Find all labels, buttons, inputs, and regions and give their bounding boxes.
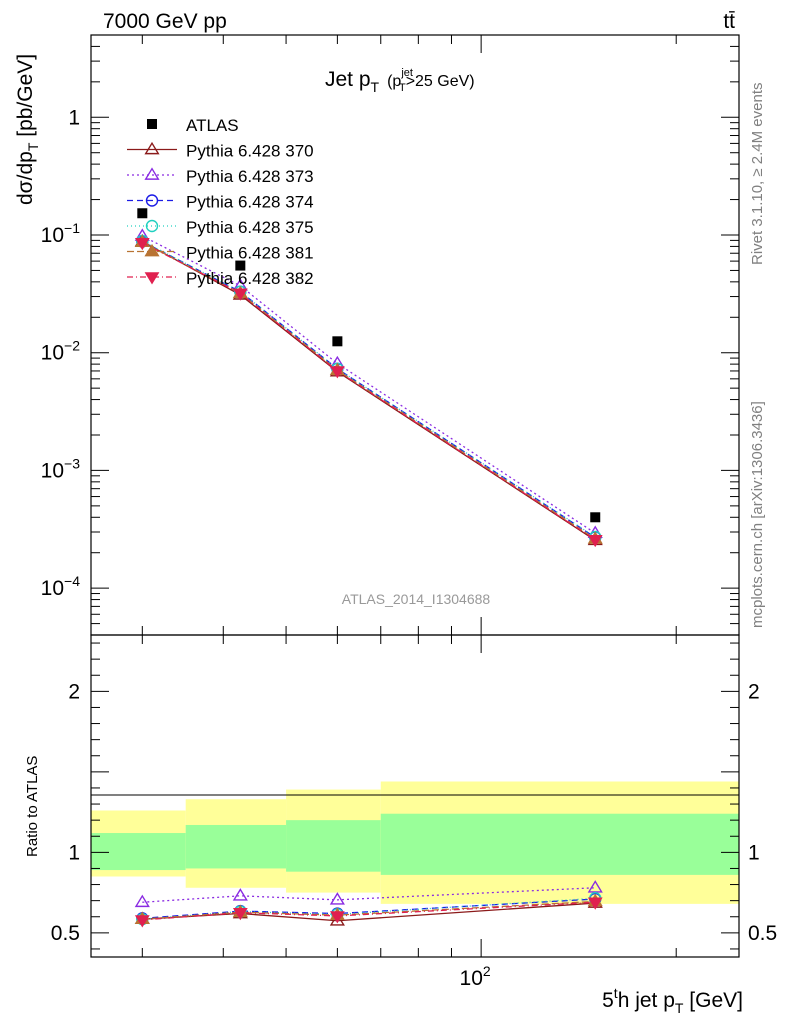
series-marker-main	[329, 366, 345, 379]
legend-label: Pythia 6.428 374	[186, 193, 314, 212]
band-stat	[91, 833, 186, 871]
series-line-ratio	[142, 902, 596, 922]
legend-label: Pythia 6.428 373	[186, 167, 314, 186]
ratio-y-tick-label-left: 0.5	[51, 922, 80, 945]
series-line-main	[142, 242, 596, 541]
series-line-ratio	[142, 900, 596, 920]
legend-marker	[144, 272, 160, 285]
ratio-y-tick-label-right: 2	[748, 680, 760, 703]
x-axis-label: 5th jet pT [GeV]	[602, 985, 743, 1016]
ratio-y-tick-label-left: 1	[68, 841, 80, 864]
ratio-y-tick-label-left: 2	[68, 680, 80, 703]
series-layer	[134, 208, 603, 928]
analysis-label: ATLAS_2014_I1304688	[342, 591, 491, 607]
y-tick-label: 1	[68, 106, 80, 129]
ratio-y-tick-label-right: 1	[748, 841, 760, 864]
y-tick-label: 10−2	[41, 338, 81, 365]
legend-label: Pythia 6.428 370	[186, 142, 314, 161]
series-marker-ratio	[232, 888, 248, 901]
series-marker-ratio	[329, 892, 345, 905]
legend-label: Pythia 6.428 382	[186, 269, 314, 288]
series-marker-main	[232, 288, 248, 301]
legend-label: Pythia 6.428 375	[186, 218, 314, 237]
y-tick-label: 10−3	[41, 455, 81, 482]
series-marker-ratio	[329, 911, 345, 924]
x-tick-label: 102	[460, 963, 491, 990]
legend-label-atlas: ATLAS	[186, 116, 239, 135]
legend-marker	[144, 141, 160, 155]
data-point	[235, 260, 246, 271]
ratio-y-tick-label-right: 0.5	[748, 922, 777, 945]
tick-labels: 1 10−1 10−2 10−3 10−4 2 2 1 1 0.5 0.5 102	[41, 106, 778, 990]
series-line-main	[142, 240, 596, 538]
legend: ATLAS Pythia 6.428 370 Pythia 6.428 373 Pyt…	[127, 116, 314, 288]
series-marker-ratio	[134, 915, 150, 928]
y-axis-label: dσ/dpT [pb/GeV]	[14, 54, 41, 205]
legend-label: Pythia 6.428 381	[186, 244, 314, 263]
legend-marker-atlas	[147, 119, 157, 129]
data-point	[137, 208, 148, 219]
legend-marker	[144, 167, 160, 180]
rivet-side-label: Rivet 3.1.10, ≥ 2.4M events	[749, 83, 766, 266]
legend-marker	[145, 194, 159, 207]
data-point	[332, 336, 343, 347]
series-line-ratio	[142, 901, 596, 921]
series-marker-ratio	[587, 897, 603, 910]
energy-label: 7000 GeV pp	[103, 10, 227, 33]
process-label: tt̄	[723, 10, 735, 33]
band-stat	[286, 820, 381, 872]
y-tick-label: 10−1	[41, 220, 81, 247]
series-marker-ratio	[232, 907, 248, 921]
data-point	[590, 512, 601, 523]
series-marker-main	[134, 237, 150, 251]
ratio-panel-frame	[90, 634, 740, 958]
series-line-ratio	[142, 897, 596, 920]
y-tick-label: 10−4	[41, 573, 81, 600]
legend-marker	[144, 243, 160, 257]
band-stat	[380, 813, 739, 875]
series-marker-ratio	[134, 894, 150, 908]
series-marker-ratio	[587, 880, 603, 893]
band-stat	[185, 824, 287, 869]
ratio-y-axis-label: Ratio to ATLAS	[24, 756, 41, 857]
plot-title: Jet pT (pjet T>25 GeV)	[325, 67, 475, 95]
series-marker-main	[587, 534, 603, 548]
ratio-uncertainty-bands	[91, 781, 739, 904]
mcplots-side-label: mcplots.cern.ch [arXiv:1306.3436]	[749, 401, 766, 628]
legend-marker	[145, 219, 159, 233]
series-line-ratio	[142, 887, 596, 903]
axis-ticks	[91, 34, 739, 957]
